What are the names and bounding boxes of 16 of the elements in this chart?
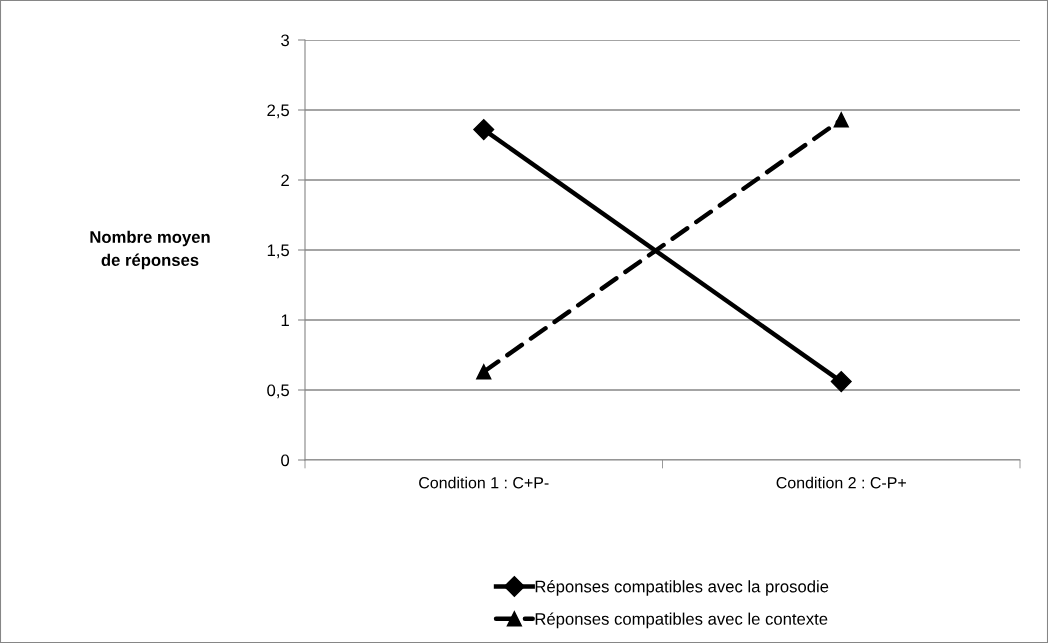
x-tick-label: Condition 1 : C+P-	[419, 476, 549, 489]
y-tick-label: 1	[281, 314, 289, 327]
y-tick-label: 3	[281, 34, 289, 47]
y-axis-title: Nombre moyen de réponses	[90, 230, 210, 270]
y-tick-label: 2	[281, 174, 289, 187]
point	[476, 364, 492, 380]
y-tick-label: 1,5	[267, 244, 290, 259]
legend-label: Réponses compatibles avec la prosodie	[535, 580, 829, 596]
legend-label: Réponses compatibles avec le contexte	[535, 612, 828, 629]
point	[833, 112, 849, 128]
point	[473, 119, 495, 141]
x-tick-label: Condition 2 : C-P+	[776, 476, 906, 489]
y-tick-label: 0,5	[267, 384, 290, 399]
y-tick-label: 2,5	[267, 104, 290, 119]
y-tick-label: 0	[281, 454, 290, 467]
point	[830, 371, 852, 393]
